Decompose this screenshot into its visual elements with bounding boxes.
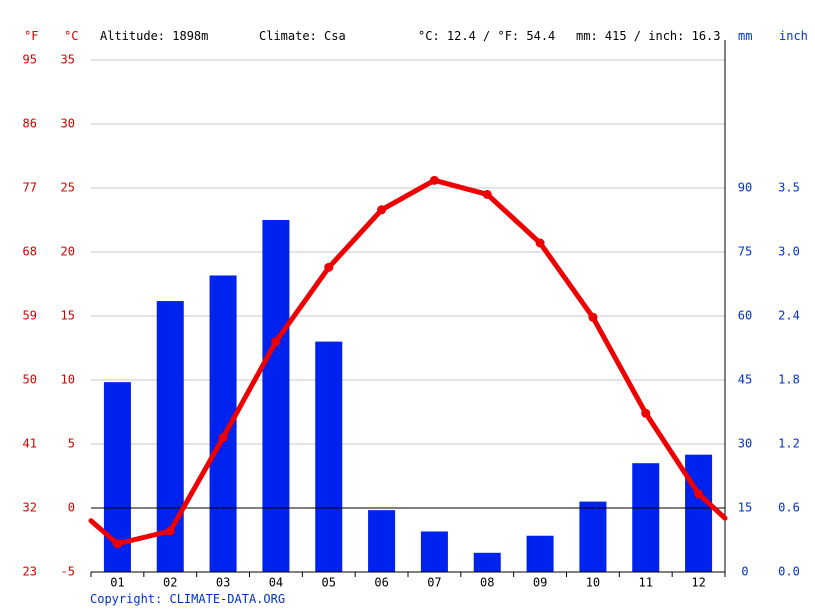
mm-tick-label: 75: [738, 245, 752, 259]
inch-unit-label: inch: [779, 29, 808, 43]
precipitation-bar-12: [685, 454, 713, 572]
temperature-point-09: [535, 238, 545, 248]
month-label: 10: [586, 576, 600, 590]
temperature-point-10: [588, 312, 598, 322]
celsius-tick-label: 30: [61, 117, 75, 131]
precipitation-bar-07: [420, 531, 448, 572]
fahrenheit-unit-label: °F: [24, 29, 39, 43]
celsius-unit-label: °C: [64, 29, 79, 43]
temperature-point-11: [641, 408, 651, 418]
temperature-point-05: [324, 262, 334, 272]
fahrenheit-tick-label: 77: [23, 181, 37, 195]
fahrenheit-tick-label: 32: [23, 501, 37, 515]
celsius-tick-label: 35: [61, 53, 75, 67]
temperature-point-08: [482, 189, 492, 199]
month-label: 08: [480, 576, 494, 590]
fahrenheit-tick-label: 68: [23, 245, 37, 259]
celsius-tick-label: 10: [61, 373, 75, 387]
inch-tick-label: 3.5: [778, 181, 800, 195]
celsius-tick-label: 20: [61, 245, 75, 259]
temperature-point-02: [165, 526, 175, 536]
mm-tick-label: 0: [741, 565, 748, 579]
mm-tick-label: 60: [738, 309, 752, 323]
mm-tick-label: 15: [738, 501, 752, 515]
celsius-tick-label: 0: [68, 501, 75, 515]
mm-tick-label: 30: [738, 437, 752, 451]
temperature-point-12: [694, 489, 704, 499]
fahrenheit-tick-label: 95: [23, 53, 37, 67]
temperature-average-label: °C: 12.4 / °F: 54.4: [418, 29, 556, 43]
temperature-point-03: [218, 433, 228, 443]
month-label: 05: [322, 576, 336, 590]
fahrenheit-tick-label: 86: [23, 117, 37, 131]
mm-tick-label: 45: [738, 373, 752, 387]
precipitation-bar-10: [579, 501, 607, 572]
precipitation-bar-05: [315, 341, 343, 572]
month-label: 04: [269, 576, 283, 590]
temperature-point-01: [112, 539, 122, 549]
month-label: 02: [163, 576, 177, 590]
fahrenheit-tick-label: 41: [23, 437, 37, 451]
inch-tick-label: 2.4: [778, 309, 800, 323]
celsius-tick-label: 5: [68, 437, 75, 451]
temperature-point-07: [429, 175, 439, 185]
temperature-point-06: [377, 205, 387, 215]
fahrenheit-tick-label: 50: [23, 373, 37, 387]
precipitation-bar-06: [368, 510, 396, 572]
month-label: 12: [691, 576, 705, 590]
celsius-tick-label: 15: [61, 309, 75, 323]
month-label: 01: [110, 576, 124, 590]
inch-tick-label: 0.0: [778, 565, 800, 579]
precipitation-bar-04: [262, 220, 290, 572]
temperature-line: [88, 177, 728, 547]
altitude-label: Altitude: 1898m: [100, 29, 209, 43]
month-label: 09: [533, 576, 547, 590]
copyright-text: Copyright: CLIMATE-DATA.ORG: [90, 592, 286, 606]
temperature-point-04: [271, 337, 281, 347]
precipitation-total-label: mm: 415 / inch: 16.3: [576, 29, 721, 43]
month-label: 03: [216, 576, 230, 590]
inch-tick-label: 0.6: [778, 501, 800, 515]
month-label: 11: [639, 576, 653, 590]
inch-tick-label: 3.0: [778, 245, 800, 259]
mm-tick-label: 90: [738, 181, 752, 195]
month-label: 07: [427, 576, 441, 590]
inch-tick-label: 1.8: [778, 373, 800, 387]
fahrenheit-tick-label: 23: [23, 565, 37, 579]
precipitation-bar-11: [632, 463, 660, 572]
precipitation-bar-08: [473, 552, 501, 572]
mm-unit-label: mm: [738, 29, 753, 43]
climate-label: Climate: Csa: [259, 29, 346, 43]
inch-tick-label: 1.2: [778, 437, 800, 451]
celsius-tick-label: -5: [61, 565, 75, 579]
celsius-tick-label: 25: [61, 181, 75, 195]
month-label: 06: [374, 576, 388, 590]
precipitation-bar-09: [526, 535, 554, 572]
fahrenheit-tick-label: 59: [23, 309, 37, 323]
